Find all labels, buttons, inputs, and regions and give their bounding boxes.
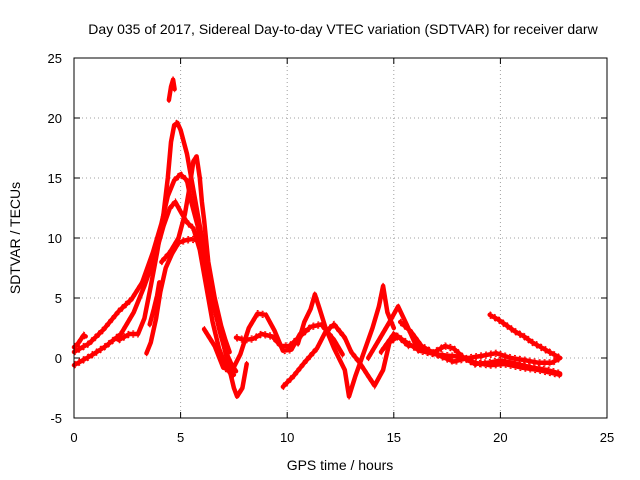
series-track-8-markers-lower <box>282 326 410 391</box>
x-tick-label: 20 <box>493 430 507 445</box>
series-track-13-markers-lower <box>489 317 561 362</box>
series-track-4-markers-lower <box>145 241 248 401</box>
series-track-16-markers-lower <box>168 82 176 104</box>
series-track-1-markers-lower <box>73 203 235 379</box>
y-tick-label: 20 <box>48 111 62 126</box>
series-track-16-markers <box>168 76 176 98</box>
y-tick-label: 5 <box>55 291 62 306</box>
series-group <box>71 76 563 401</box>
y-tick-label: 25 <box>48 51 62 66</box>
series-track-5 <box>159 154 232 355</box>
y-tick-label: -5 <box>50 411 62 426</box>
y-tick-label: 10 <box>48 231 62 246</box>
series-track-1-markers <box>73 197 235 373</box>
series-track-13-markers <box>489 311 561 356</box>
y-tick-label: 0 <box>55 351 62 366</box>
x-tick-label: 10 <box>280 430 294 445</box>
series-track-5-markers-lower <box>160 157 231 356</box>
x-axis-label: GPS time / hours <box>287 457 394 473</box>
series-track-7-markers <box>235 320 344 352</box>
series-track-9 <box>295 283 397 399</box>
series-track-14-markers <box>73 331 86 345</box>
series-track-1 <box>71 199 237 378</box>
series-track-9-markers <box>297 282 395 394</box>
series-track-12-markers-lower <box>399 324 561 367</box>
series-track-12 <box>397 319 563 366</box>
plot-frame <box>73 57 608 419</box>
series-track-15-markers <box>149 279 160 322</box>
series-track-14-markers-lower <box>73 337 86 351</box>
series-track-5-markers <box>160 151 231 350</box>
y-tick-label: 15 <box>48 171 62 186</box>
series-track-4-markers <box>145 235 248 395</box>
series-track-14 <box>71 332 88 350</box>
x-tick-label: 5 <box>177 430 184 445</box>
series-track-6 <box>201 311 303 374</box>
series-track-8-markers <box>282 320 410 385</box>
series-track-15-markers-lower <box>149 285 160 328</box>
series-track-8 <box>280 322 411 390</box>
axis-ticks: 0 5 10 15 20 25 -5 0 5 10 15 20 25 <box>48 51 615 445</box>
x-tick-label: 25 <box>600 430 614 445</box>
chart-title: Day 035 of 2017, Sidereal Day-to-day VTE… <box>88 21 598 37</box>
series-track-16 <box>166 77 177 103</box>
y-axis-label: SDTVAR / TECUs <box>7 182 23 294</box>
x-tick-label: 0 <box>70 430 77 445</box>
series-track-7-markers-lower <box>235 326 344 358</box>
series-track-6-markers-lower <box>203 315 301 375</box>
x-tick-label: 15 <box>387 430 401 445</box>
series-track-9-markers-lower <box>297 288 395 400</box>
series-track-15 <box>147 280 162 327</box>
series-track-10-markers <box>367 302 561 373</box>
series-track-13 <box>487 312 563 361</box>
series-track-12-markers <box>399 318 561 361</box>
series-track-4 <box>144 236 249 399</box>
